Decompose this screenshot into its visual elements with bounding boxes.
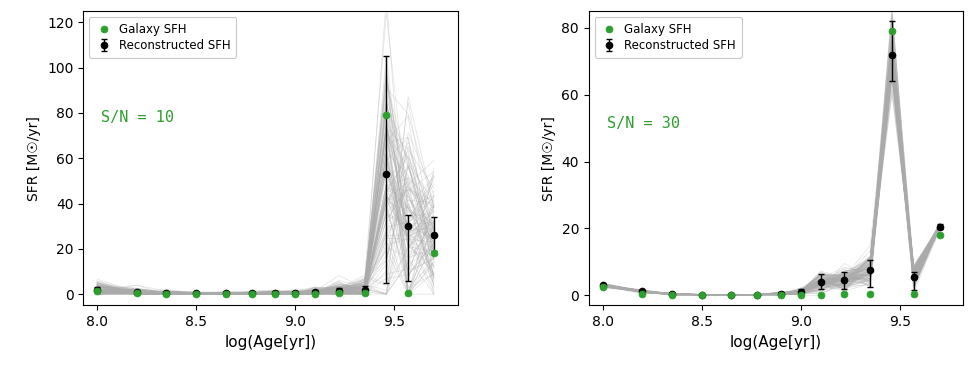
Galaxy SFH [402, 291, 413, 295]
Galaxy SFH [309, 292, 320, 296]
Galaxy SFH [160, 292, 172, 296]
Galaxy SFH [750, 293, 762, 297]
Galaxy SFH [332, 291, 344, 295]
Legend: Galaxy SFH, Reconstructed SFH: Galaxy SFH, Reconstructed SFH [89, 17, 235, 58]
Galaxy SFH [933, 233, 945, 237]
Galaxy SFH [885, 29, 897, 33]
Galaxy SFH [289, 292, 301, 296]
Text: S/N = 30: S/N = 30 [606, 116, 679, 131]
Galaxy SFH [191, 292, 202, 296]
Galaxy SFH [907, 291, 918, 296]
Galaxy SFH [428, 251, 440, 255]
Galaxy SFH [725, 293, 737, 297]
X-axis label: log(Age[yr]): log(Age[yr]) [224, 335, 317, 350]
Legend: Galaxy SFH, Reconstructed SFH: Galaxy SFH, Reconstructed SFH [594, 17, 741, 58]
Galaxy SFH [837, 292, 849, 297]
Galaxy SFH [380, 113, 392, 117]
Galaxy SFH [814, 293, 826, 297]
X-axis label: log(Age[yr]): log(Age[yr]) [729, 335, 822, 350]
Galaxy SFH [775, 293, 786, 297]
Galaxy SFH [245, 292, 257, 296]
Y-axis label: SFR [M☉/yr]: SFR [M☉/yr] [541, 116, 555, 201]
Galaxy SFH [91, 289, 103, 293]
Galaxy SFH [696, 293, 707, 297]
Galaxy SFH [220, 292, 232, 296]
Y-axis label: SFR [M☉/yr]: SFR [M☉/yr] [27, 116, 41, 201]
Text: S/N = 10: S/N = 10 [101, 110, 174, 125]
Line: Galaxy SFH: Galaxy SFH [599, 28, 942, 299]
Galaxy SFH [270, 292, 281, 296]
Galaxy SFH [359, 291, 370, 295]
Galaxy SFH [131, 291, 143, 296]
Galaxy SFH [596, 285, 608, 289]
Galaxy SFH [864, 291, 875, 296]
Galaxy SFH [665, 293, 677, 297]
Galaxy SFH [636, 292, 648, 297]
Galaxy SFH [794, 293, 806, 297]
Line: Galaxy SFH: Galaxy SFH [94, 112, 437, 297]
